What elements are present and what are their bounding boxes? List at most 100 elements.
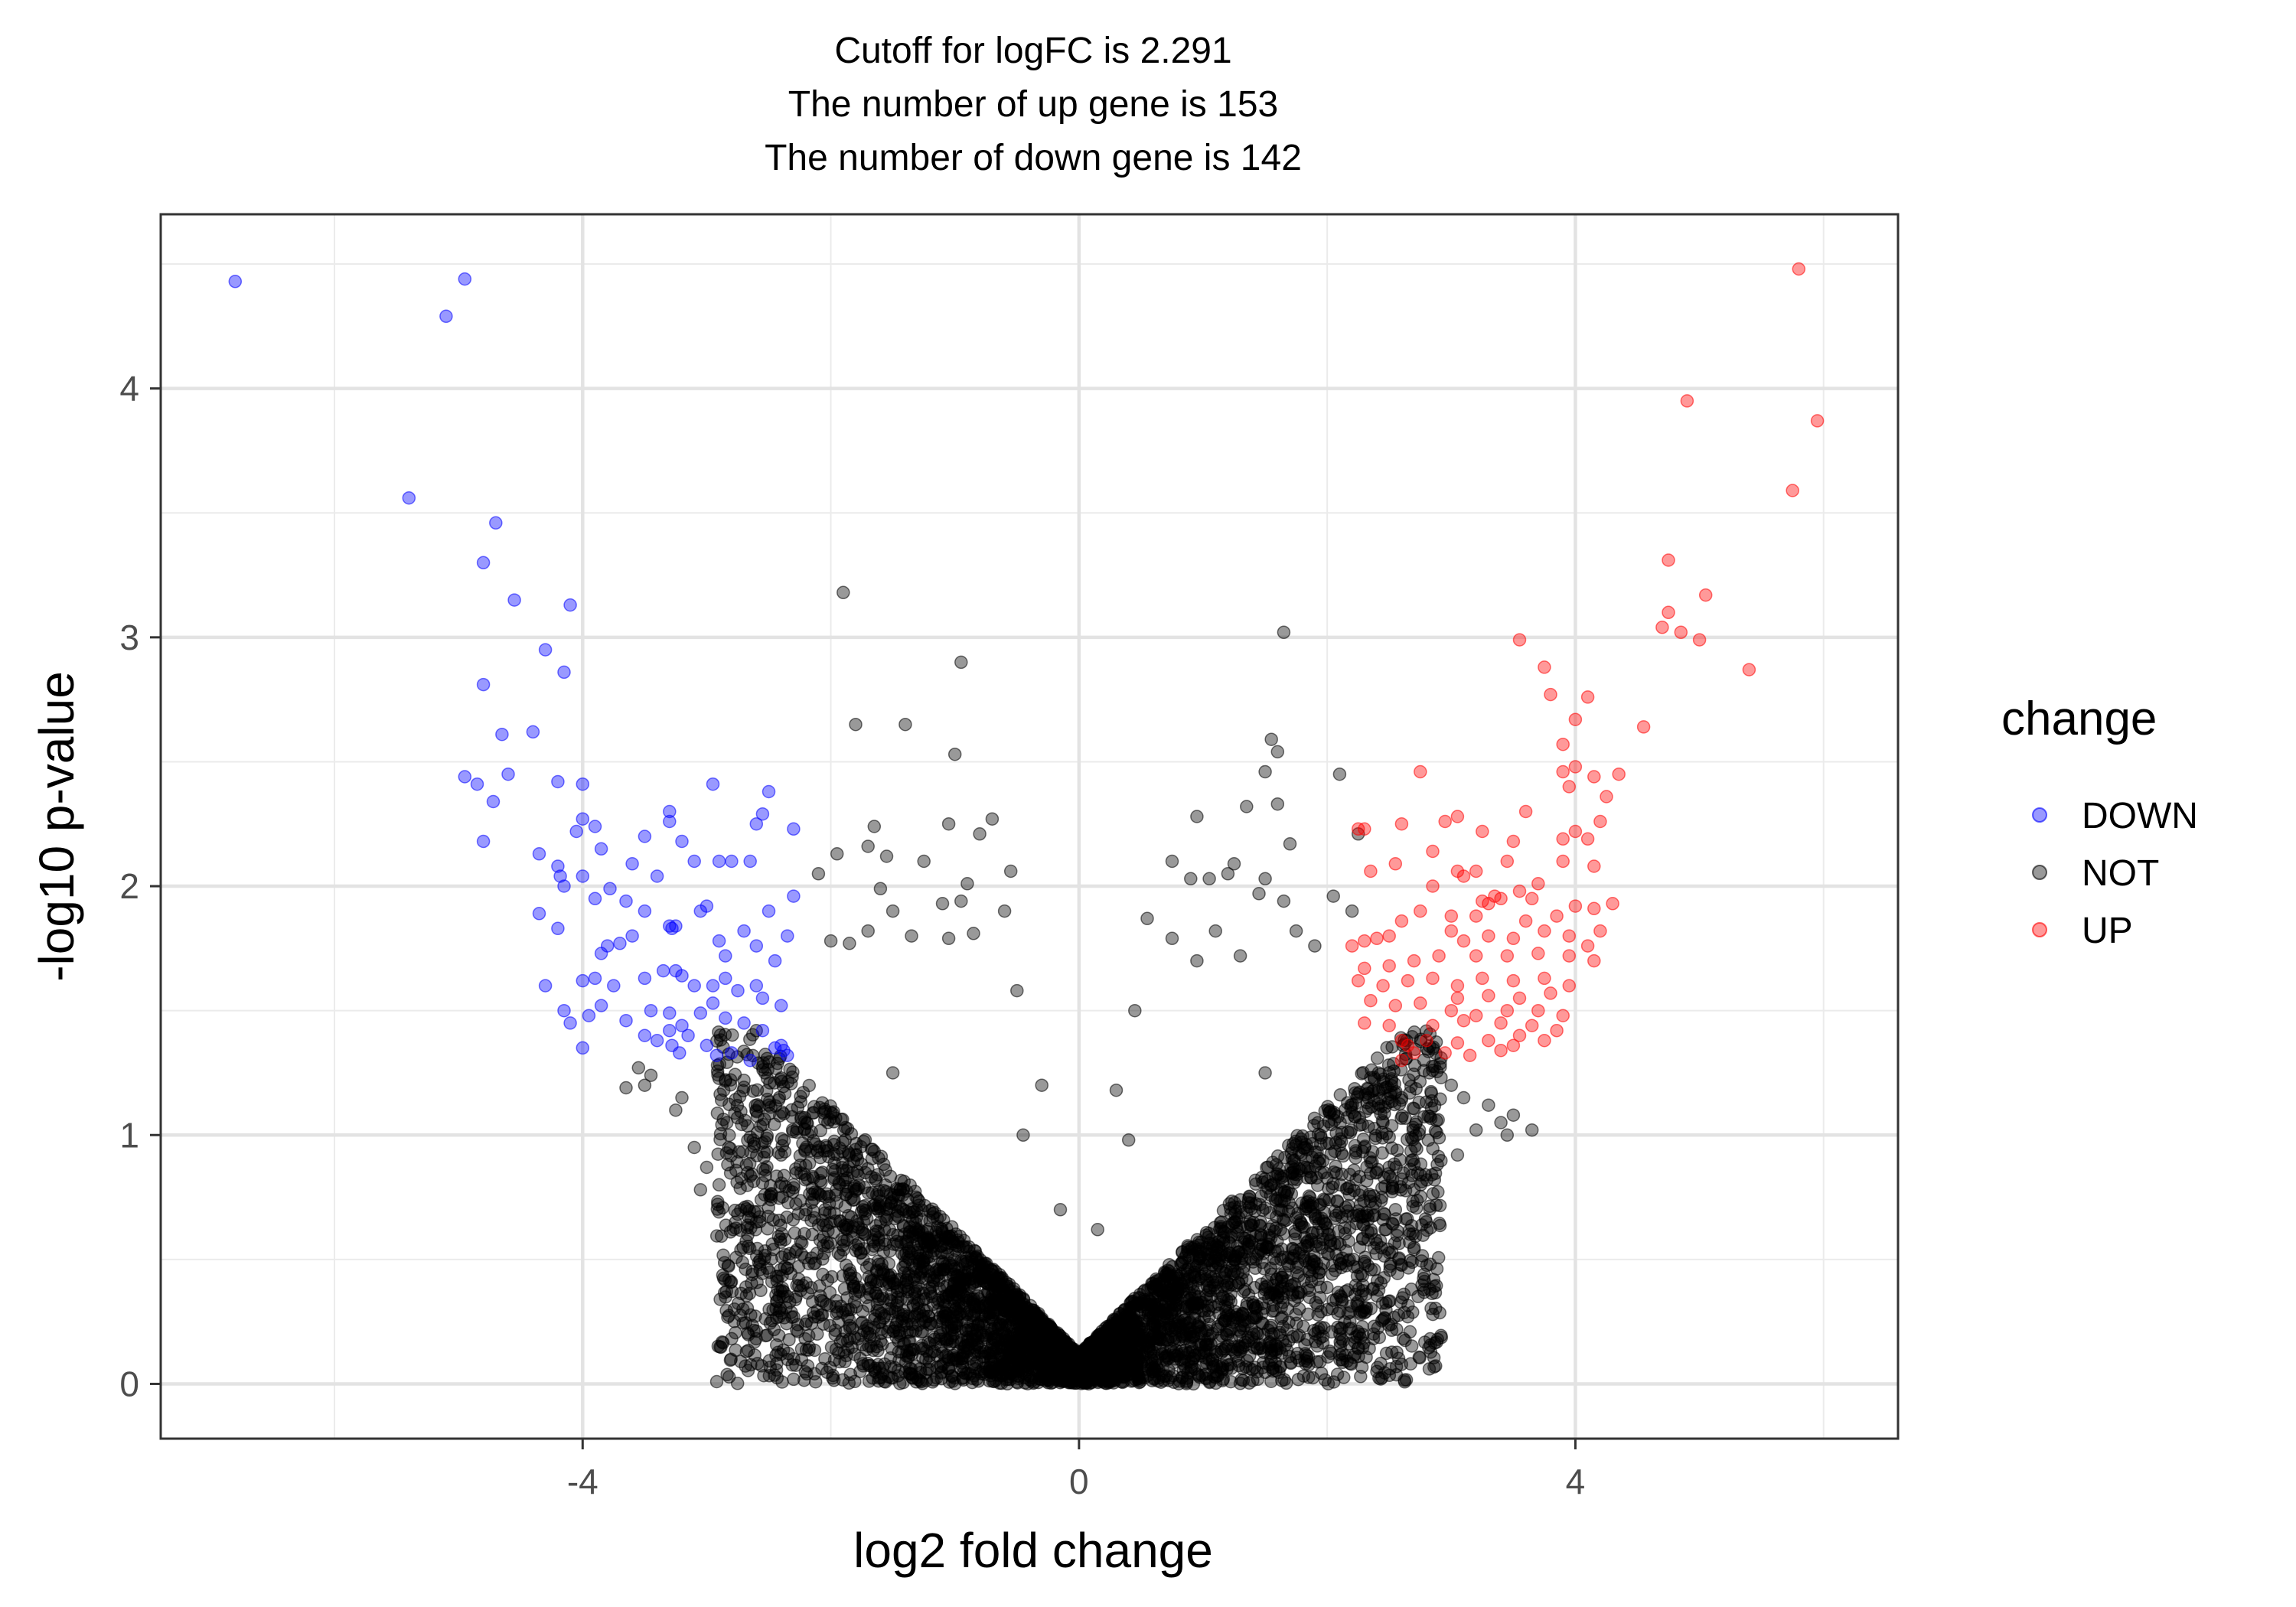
point-not: [1370, 1051, 1384, 1065]
minor-gridlines: [161, 214, 1898, 1439]
point-not: [756, 1056, 771, 1070]
point-not: [1176, 1245, 1189, 1260]
point-not: [1355, 1232, 1370, 1246]
point-not: [1287, 1224, 1302, 1239]
point-not: [1381, 1294, 1396, 1309]
point-not: [879, 1185, 893, 1199]
point-not: [1343, 1126, 1357, 1139]
point-not: [847, 1192, 861, 1207]
point-not: [794, 1090, 807, 1103]
point-not: [827, 1353, 842, 1367]
point-not: [1317, 1205, 1332, 1220]
point-not: [716, 1248, 730, 1263]
point-not: [920, 1250, 934, 1265]
point-not: [722, 1259, 735, 1273]
point-not: [876, 1157, 891, 1172]
point-not: [757, 1368, 771, 1383]
point-not: [900, 1344, 914, 1358]
point-not: [772, 1090, 787, 1105]
point-not: [1234, 1373, 1248, 1387]
point-not: [901, 1192, 915, 1207]
point-not: [1253, 1218, 1267, 1233]
point-not: [734, 1104, 748, 1119]
point-not: [1335, 1352, 1349, 1367]
point-not: [789, 1125, 804, 1139]
point-not: [774, 1218, 788, 1232]
point-not: [775, 1375, 789, 1389]
point-not: [1000, 1292, 1014, 1306]
point-not: [1433, 1305, 1446, 1320]
point-not: [1352, 1169, 1367, 1184]
point-not: [836, 1172, 850, 1187]
point-not: [1368, 1072, 1381, 1087]
point-not: [906, 1299, 921, 1313]
point-not: [967, 1340, 982, 1354]
point-not: [826, 1368, 840, 1383]
point-not: [1431, 1250, 1446, 1265]
point-not: [836, 1305, 850, 1319]
point-not: [853, 1246, 868, 1260]
point-not: [912, 1194, 926, 1208]
point-not: [719, 1290, 732, 1304]
point-not: [1416, 1228, 1430, 1242]
point-not: [787, 1372, 801, 1387]
point-not: [804, 1281, 818, 1295]
point-not: [899, 1255, 912, 1269]
point-not: [935, 1346, 950, 1361]
point-not: [1002, 1345, 1016, 1359]
point-not: [944, 1331, 957, 1345]
point-not: [843, 1319, 856, 1332]
point-not: [1272, 1162, 1286, 1176]
point-not: [1354, 1266, 1368, 1281]
point-not: [869, 1224, 883, 1238]
point-not: [1036, 1357, 1050, 1371]
point-not: [723, 1225, 738, 1239]
point-not: [921, 1264, 935, 1278]
point-not: [960, 1293, 974, 1308]
point-not: [1403, 1325, 1417, 1339]
point-not: [816, 1267, 830, 1282]
point-not: [1292, 1328, 1306, 1343]
point-not: [1275, 1310, 1290, 1324]
point-not: [894, 1173, 908, 1188]
point-not: [933, 1210, 947, 1224]
point-not: [719, 1073, 732, 1087]
point-not: [741, 1165, 755, 1180]
point-not: [843, 1268, 856, 1282]
point-not: [791, 1260, 806, 1274]
point-not: [918, 1315, 933, 1328]
point-not: [719, 1116, 734, 1129]
point-not: [956, 1371, 970, 1384]
point-not: [947, 1276, 961, 1291]
point-not: [713, 1126, 728, 1141]
point-not: [1337, 1371, 1351, 1384]
point-not: [862, 1358, 876, 1373]
point-not: [1382, 1130, 1396, 1144]
point-not: [869, 1174, 883, 1188]
point-not: [1340, 1110, 1355, 1124]
point-not: [871, 1254, 885, 1268]
point-not: [836, 1238, 850, 1253]
point-not: [867, 1144, 882, 1159]
point-not: [749, 1103, 763, 1117]
point-not: [735, 1255, 749, 1270]
point-not: [886, 1274, 900, 1288]
point-not: [1234, 1272, 1249, 1286]
point-not: [1321, 1100, 1335, 1113]
point-not: [866, 1185, 879, 1200]
point-not: [1397, 1375, 1412, 1389]
point-not: [900, 1235, 915, 1249]
point-not: [1302, 1370, 1316, 1384]
point-not: [760, 1160, 774, 1174]
point-not: [816, 1252, 830, 1266]
point-not: [1333, 1088, 1348, 1102]
point-not: [824, 1340, 839, 1354]
point-not: [861, 1162, 875, 1175]
point-not: [712, 1025, 726, 1039]
point-not: [768, 1076, 781, 1090]
point-not: [1406, 1123, 1420, 1137]
plot-subtitle-up-count: The number of up gene is 153: [788, 84, 1278, 125]
point-not: [779, 1301, 793, 1315]
point-not: [945, 1291, 960, 1305]
point-not: [903, 1367, 917, 1381]
